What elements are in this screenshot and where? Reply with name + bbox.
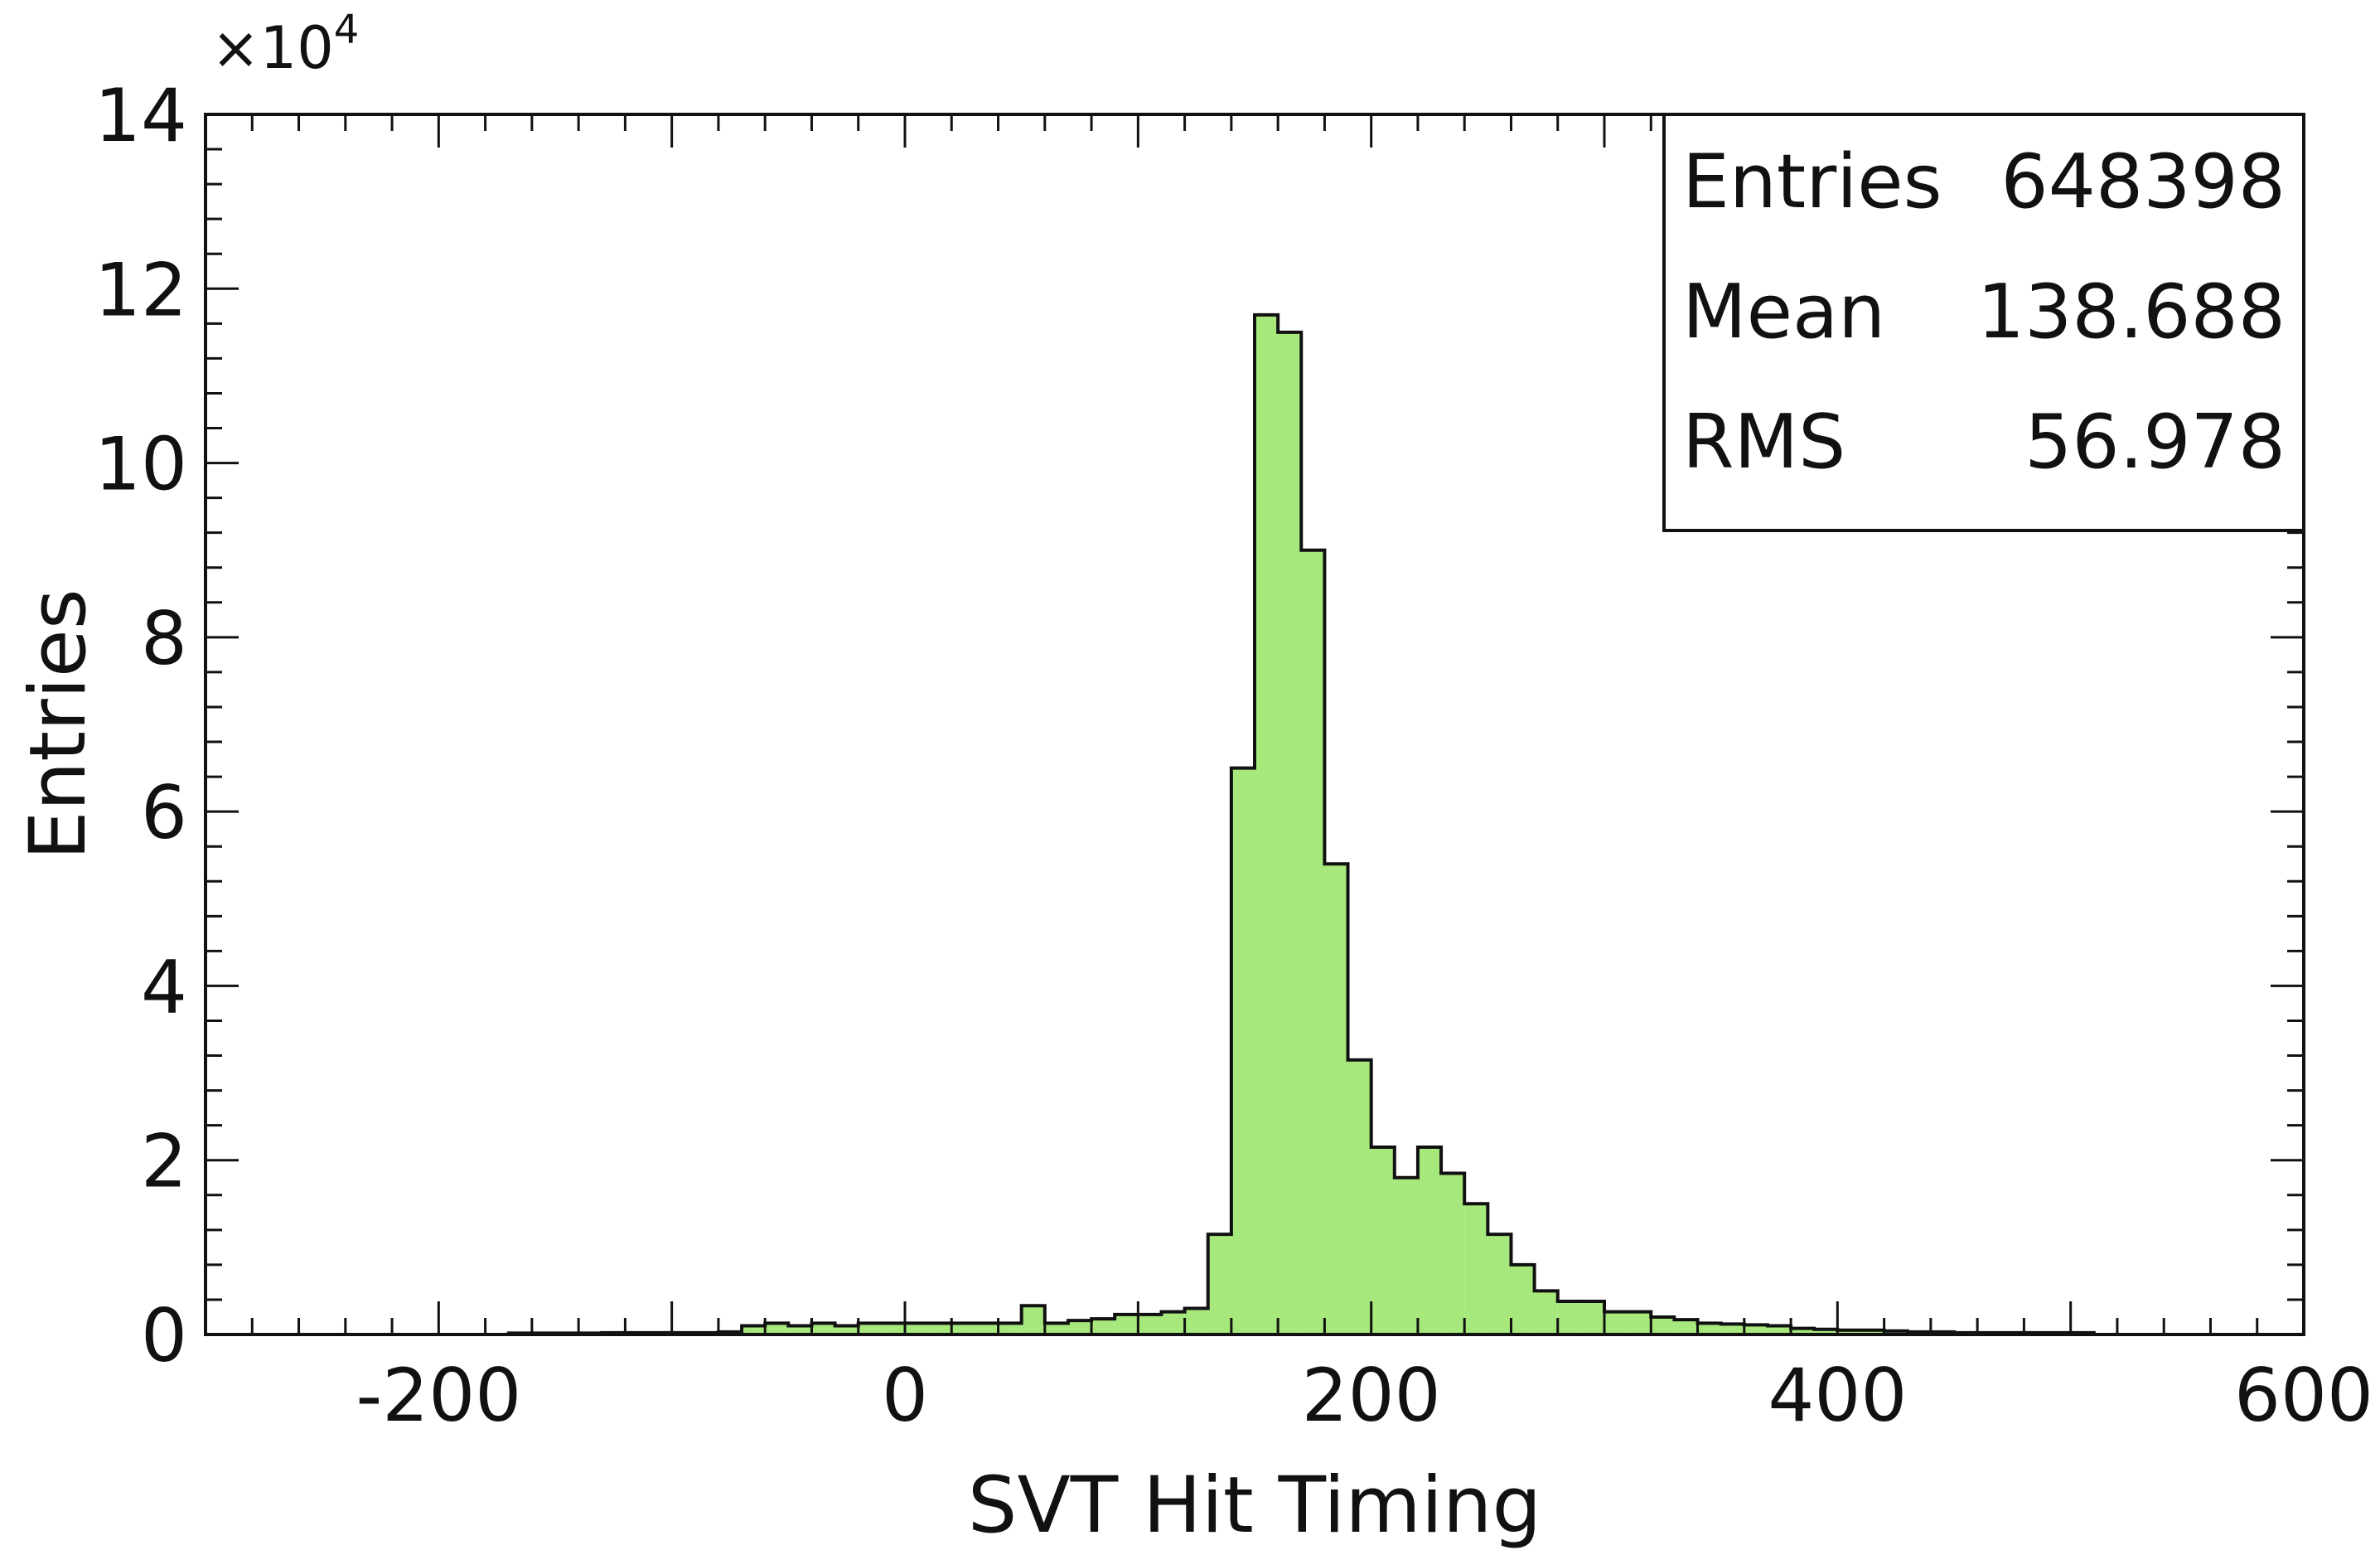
- stats-mean-label: Mean: [1682, 269, 1885, 356]
- histogram-bin: [1674, 1320, 1698, 1334]
- x-tick-label: 0: [882, 1353, 928, 1438]
- x-tick-label: 600: [2234, 1353, 2373, 1438]
- histogram-bin: [1837, 1330, 1861, 1334]
- histogram-bin: [1697, 1323, 1721, 1334]
- y-tick-label: 6: [141, 770, 187, 855]
- histogram-bin: [1301, 550, 1325, 1334]
- y-tick-labels: 0 2 4 6 8 10 12 14: [94, 73, 187, 1378]
- histogram-bin: [1580, 1301, 1604, 1334]
- histogram-bin: [1604, 1311, 1628, 1334]
- y-tick-label: 12: [94, 247, 187, 332]
- y-axis-title: Entries: [13, 589, 104, 860]
- y-tick-label: 2: [141, 1119, 187, 1204]
- histogram-bin: [1534, 1291, 1558, 1334]
- histogram-bin: [1021, 1305, 1045, 1334]
- histogram-bin: [1464, 1204, 1488, 1334]
- histogram-bin: [1231, 768, 1255, 1334]
- histogram-bin: [1044, 1323, 1068, 1334]
- histogram-bin: [1628, 1311, 1652, 1334]
- histogram-bin: [881, 1323, 905, 1334]
- histogram-bin: [811, 1323, 835, 1334]
- histogram-bin: [1347, 1059, 1371, 1334]
- y-tick-label: 4: [141, 944, 187, 1029]
- x-tick-labels: -200 0 200 400 600: [356, 1353, 2373, 1438]
- x-tick-label: -200: [356, 1353, 521, 1438]
- x-tick-label: 200: [1302, 1353, 1441, 1438]
- histogram-bin: [1744, 1325, 1768, 1334]
- stats-rms-label: RMS: [1682, 399, 1845, 486]
- histogram-bin: [1860, 1330, 1884, 1334]
- histogram-bin: [834, 1325, 859, 1334]
- x-tick-label: 400: [1768, 1353, 1907, 1438]
- multiplier-base: ×10: [211, 14, 334, 82]
- histogram-bin: [998, 1323, 1022, 1334]
- histogram-bin: [1441, 1173, 1465, 1334]
- histogram-bin: [1511, 1264, 1535, 1334]
- stats-box-frame: [1662, 113, 2305, 532]
- histogram-bin: [1488, 1234, 1512, 1334]
- histogram-bin: [1278, 332, 1302, 1334]
- stats-entries-label: Entries: [1682, 138, 1942, 225]
- histogram-bin: [905, 1323, 929, 1334]
- stats-rms-value: 56.978: [2024, 399, 2286, 486]
- histogram-bin: [788, 1325, 812, 1334]
- histogram-bin: [1417, 1146, 1442, 1334]
- histogram-outline: [206, 312, 2304, 1336]
- histogram-bin: [1067, 1320, 1092, 1334]
- histogram-bin: [1161, 1311, 1185, 1334]
- histogram-bin: [1138, 1314, 1162, 1334]
- histogram-bin: [1091, 1319, 1115, 1334]
- histogram-bin: [1884, 1330, 1908, 1334]
- plot-frame: [204, 113, 2305, 1336]
- y-tick-label: 0: [141, 1293, 187, 1378]
- y-tick-label: 8: [141, 596, 187, 681]
- histogram-bin: [1557, 1301, 1581, 1334]
- histogram-bin: [1371, 1146, 1395, 1334]
- stats-mean-value: 138.688: [1977, 269, 2286, 356]
- histogram-bin: [1814, 1329, 1838, 1334]
- histogram-bin: [858, 1323, 882, 1334]
- histogram-bin: [1255, 314, 1279, 1334]
- histogram-bin: [1651, 1316, 1675, 1334]
- x-axis-title: SVT Hit Timing: [968, 1460, 1541, 1550]
- histogram-bin: [951, 1323, 975, 1334]
- axis-ticks: [204, 113, 2305, 1336]
- histogram-bin: [975, 1323, 999, 1334]
- histogram-bin: [765, 1323, 789, 1334]
- histogram-bin: [1767, 1325, 1792, 1334]
- histogram-bin: [1184, 1308, 1208, 1334]
- histogram-bin: [1394, 1177, 1418, 1334]
- stats-entries-value: 648398: [2000, 138, 2286, 225]
- stats-box: Entries 648398 Mean 138.688 RMS 56.978: [1662, 113, 2305, 532]
- multiplier-exponent: 4: [334, 7, 360, 53]
- y-tick-label: 10: [94, 422, 187, 507]
- histogram-bin: [1791, 1328, 1815, 1334]
- y-axis-multiplier: ×104: [211, 7, 359, 82]
- histogram-bin: [1324, 864, 1348, 1334]
- histogram-bin: [1720, 1324, 1744, 1334]
- histogram-bin: [1115, 1314, 1139, 1334]
- histogram-bin: [928, 1323, 952, 1334]
- histogram-bin: [1207, 1234, 1231, 1334]
- y-tick-label: 14: [94, 73, 187, 158]
- histogram-bars: [206, 312, 2304, 1336]
- histogram-bin: [742, 1325, 766, 1334]
